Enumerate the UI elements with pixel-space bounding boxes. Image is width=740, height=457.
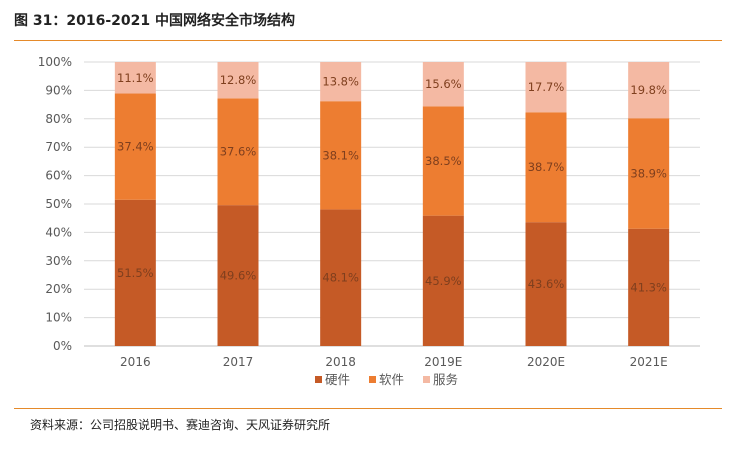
bar-segment [525,62,567,113]
x-tick-label: 2016 [120,355,151,369]
x-tick-label: 2020E [527,355,565,369]
bar-segment [217,205,259,346]
legend-label: 软件 [379,372,404,387]
y-tick-label: 0% [53,339,72,353]
bar-segment [114,93,156,200]
data-label: 15.6% [425,77,462,91]
y-tick-label: 60% [45,169,72,183]
figure-title: 图 31：2016-2021 中国网络安全市场结构 [14,13,295,29]
title-rule [14,40,722,41]
data-label: 37.6% [220,145,257,159]
legend-label: 服务 [433,372,458,387]
data-label: 51.5% [117,266,154,280]
bar-segment [422,215,464,346]
legend-swatch [369,376,376,383]
y-tick-label: 40% [45,225,72,239]
data-label: 38.5% [425,154,462,168]
data-label: 13.8% [322,75,359,89]
stacked-bar-chart: 0% 10% 20% 30% 40% 50% 60% 70% 80% 90% 100% 51.5% 37… [38,55,700,387]
data-label: 37.4% [117,140,154,154]
bar-segment [628,62,670,119]
bar-segment [114,199,156,346]
legend-swatch [423,376,430,383]
bar-segment [628,228,670,346]
data-label: 49.6% [220,269,257,283]
legend-label: 硬件 [325,372,350,387]
bar-segment [422,62,464,107]
data-label: 17.7% [528,80,565,94]
bar-segment [114,62,156,94]
y-tick-label: 20% [45,282,72,296]
y-tick-label: 100% [38,55,72,69]
source-rule [14,408,722,409]
data-label: 43.6% [528,277,565,291]
bar-segment [422,106,464,216]
data-label: 11.1% [117,71,154,85]
y-tick-label: 50% [45,197,72,211]
x-tick-label: 2018 [325,355,356,369]
bar-segment [628,118,670,229]
y-tick-label: 30% [45,254,72,268]
data-label: 38.1% [322,148,359,162]
bar-segment [320,209,362,346]
bar-segment [525,222,567,346]
bar-segment [217,62,259,99]
bar-segment [320,62,362,102]
data-label: 12.8% [220,73,257,87]
x-tick-label: 2021E [630,355,668,369]
y-tick-label: 90% [45,83,72,97]
data-label: 45.9% [425,274,462,288]
data-label: 41.3% [630,280,667,294]
bar-segment [320,101,362,210]
legend-swatch [315,376,322,383]
data-label: 48.1% [322,271,359,285]
x-tick-label: 2017 [223,355,254,369]
data-label: 19.8% [630,83,667,97]
y-tick-label: 10% [45,311,72,325]
source-note: 资料来源：公司招股说明书、赛迪咨询、天风证券研究所 [30,418,331,432]
x-tick-label: 2019E [424,355,462,369]
y-tick-label: 80% [45,112,72,126]
data-label: 38.9% [630,166,667,180]
bar-segment [217,98,259,206]
bar-segment [525,112,567,223]
y-tick-label: 70% [45,140,72,154]
data-label: 38.7% [528,160,565,174]
